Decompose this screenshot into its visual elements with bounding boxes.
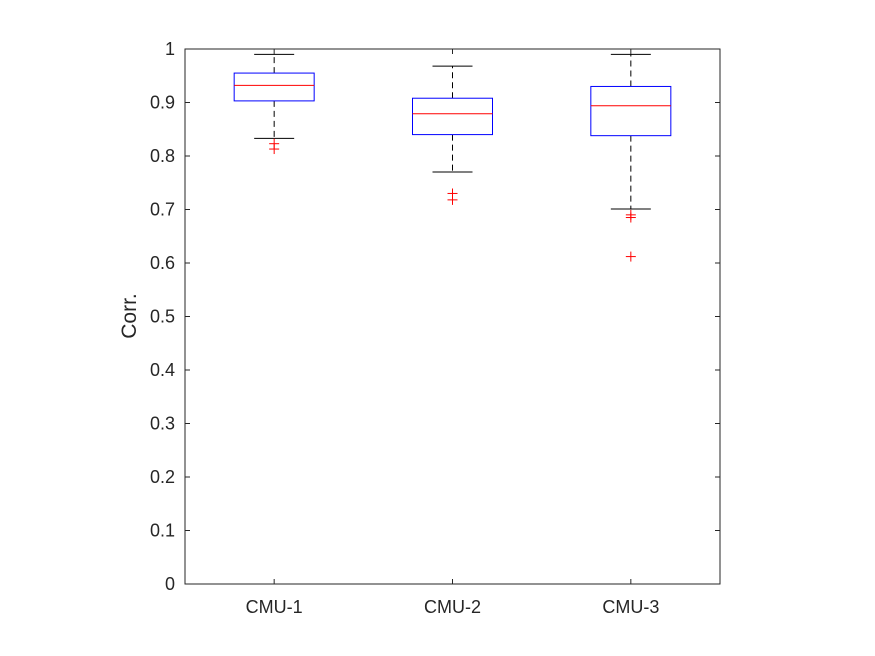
y-tick-label: 0.9	[150, 93, 175, 113]
iqr-box	[412, 97, 493, 136]
y-tick-label: 0	[165, 574, 175, 594]
box-group	[233, 53, 315, 155]
y-tick-label: 0.6	[150, 253, 175, 273]
box-group	[412, 65, 493, 205]
y-tick-label: 0.5	[150, 307, 175, 327]
x-tick-label: CMU-3	[602, 597, 659, 617]
y-axis-label: Corr.	[118, 293, 141, 339]
chart-marks	[233, 53, 672, 262]
y-tick-label: 0.2	[150, 467, 175, 487]
plot-area-frame	[184, 48, 721, 585]
outlier-marker	[447, 194, 458, 205]
outlier-marker	[625, 251, 636, 262]
y-tick-label: 0.3	[150, 414, 175, 434]
y-tick-label: 0.8	[150, 146, 175, 166]
y-tick-label: 1	[165, 39, 175, 59]
iqr-box	[590, 85, 672, 137]
y-tick-label: 0.1	[150, 521, 175, 541]
x-tick-label: CMU-1	[246, 597, 303, 617]
x-tick-label: CMU-2	[424, 597, 481, 617]
outlier-marker	[269, 144, 280, 155]
chart-axes: 0 0.1 0.2 0.3 0.4 0.5 0.6 0.7 0.8 0.9 1 CMU-1 CMU-2 C…	[150, 39, 720, 617]
y-tick-label: 0.4	[150, 360, 175, 380]
y-tick-label: 0.7	[150, 200, 175, 220]
iqr-box	[233, 72, 315, 102]
box-group	[590, 53, 672, 262]
outlier-marker	[625, 212, 636, 223]
